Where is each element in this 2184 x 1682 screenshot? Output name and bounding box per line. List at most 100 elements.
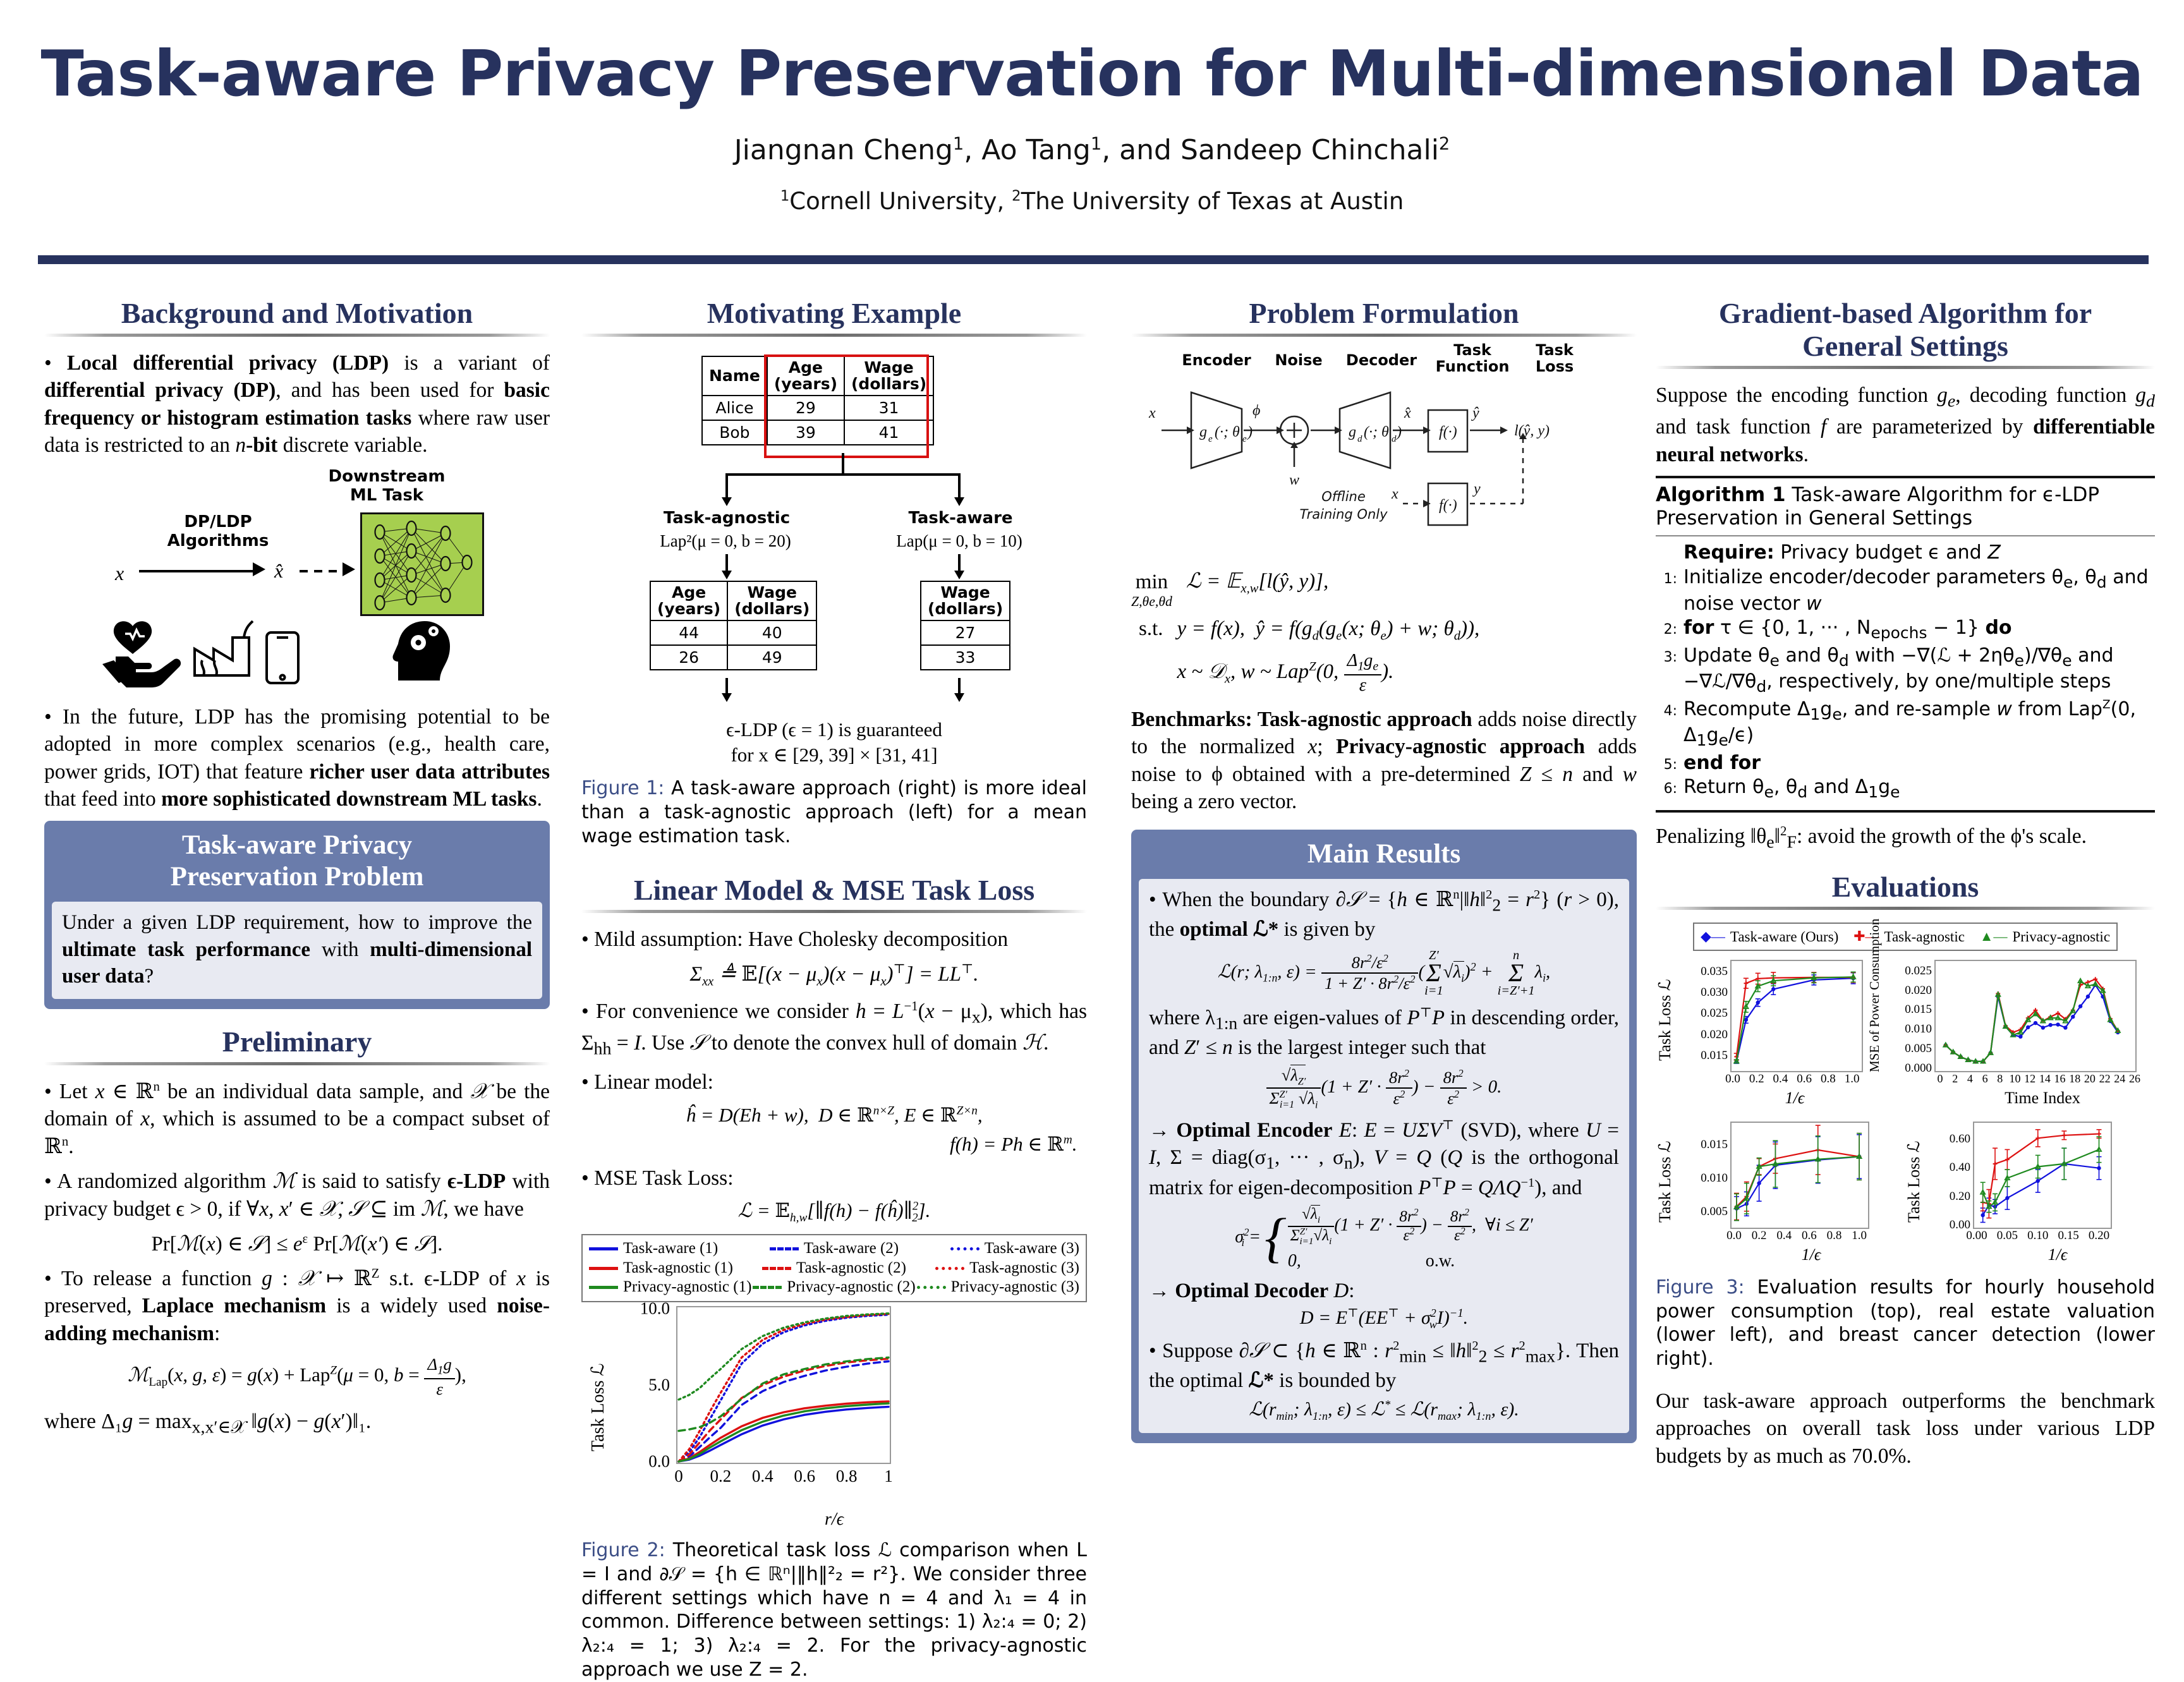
- xtick: 0.8: [1820, 1072, 1836, 1086]
- ytick: 5.0: [648, 1375, 670, 1395]
- svg-text:f(·): f(·): [1439, 424, 1457, 440]
- min-subscript: Z,θe,θd: [1131, 593, 1172, 609]
- chart2-xticks: 0 2 4 6 8 10 12 14 16 18 20 22 24 26: [1936, 1072, 2141, 1089]
- svg-text:g: g: [1199, 424, 1207, 440]
- section-title-linear-model: Linear Model & MSE Task Loss: [633, 873, 1035, 906]
- prelim-bullet-3: • To release a function g : 𝒳 ↦ ℝZ s.t. …: [44, 1266, 550, 1345]
- xtick: 0.0: [1725, 1072, 1740, 1086]
- figure-2-chart: Task-aware (1) Task-aware (2) Task-aware…: [581, 1234, 1087, 1530]
- ytick: 0.005: [1701, 1204, 1728, 1218]
- chart-real-estate: Task Loss ℒ 0.005 0.010 0.015 0.0 0.2 0.4 0.6…: [1656, 1121, 1896, 1264]
- x-input-symbol: x: [115, 561, 124, 584]
- xtick: 0.0: [1726, 1228, 1742, 1242]
- branch-left: [725, 473, 728, 499]
- arrowhead-down-left: [722, 497, 732, 506]
- svg-text:x: x: [1148, 405, 1156, 421]
- chart2-xlabel: Time Index: [2005, 1088, 2080, 1107]
- ytick: 0.025: [1701, 1007, 1728, 1020]
- results-equation-3: σ2i = { √λi ΣZ′i=1√λi (1 + Z′ · 8r2 ε2 )…: [1235, 1204, 1533, 1271]
- head-with-gears-icon: [392, 620, 450, 681]
- column-problem-formulation: Problem Formulation Encoder Noise Decode…: [1131, 297, 1637, 1460]
- legend-item: Task-aware (1): [589, 1239, 718, 1259]
- xtick: 6: [1982, 1072, 1988, 1085]
- svg-text:f(·): f(·): [1439, 497, 1457, 514]
- chart-breast-cancer: Task Loss ℒ 0.00 0.20 0.40 0.60 0.00 0.05 0.1…: [1905, 1121, 2145, 1264]
- optimization-problem: min Z,θe,θd ℒ = 𝔼x,w[l(ŷ, y)],: [1131, 568, 1637, 610]
- results-equation-4: D = E⊤(EE⊤ + σ2wI)−1.: [1299, 1306, 1469, 1331]
- task-agnostic-label: Task-agnostic: [663, 508, 791, 528]
- xtick: 0.2: [1749, 1072, 1764, 1086]
- conclusion-paragraph: Our task-aware approach outperforms the …: [1656, 1389, 2155, 1468]
- pipeline-label-decoder: Decoder: [1345, 351, 1417, 369]
- xtick: 8: [1997, 1072, 2003, 1085]
- xtick: 0.20: [2088, 1228, 2110, 1242]
- algorithm-step: 1: Initialize encoder/decoder parameters …: [1663, 566, 2149, 615]
- algorithm-step: 4: Recompute Δ1ge, and re-sample w from L…: [1663, 698, 2136, 750]
- heart-in-hand-icon: [102, 620, 181, 687]
- ytick: 0.030: [1701, 986, 1728, 1000]
- xtick: 0.6: [1801, 1228, 1817, 1242]
- legend-row: Task-aware (1) Task-aware (2) Task-aware…: [589, 1239, 1079, 1259]
- xtick: 0.2: [710, 1466, 732, 1485]
- results-bullet-4: → Optimal Decoder D:: [1149, 1279, 1355, 1302]
- chart1-ylabel: Task Loss ℒ: [1656, 979, 1674, 1061]
- xtick: 10: [2009, 1072, 2021, 1085]
- svg-text:(·; θ: (·; θ: [1364, 424, 1389, 440]
- ytick: 0.0: [648, 1451, 670, 1471]
- svg-text:d: d: [1392, 434, 1397, 444]
- svg-text:x: x: [1391, 486, 1398, 502]
- scenario-icons-row: [44, 615, 550, 697]
- legend-item: Task-agnostic (2): [762, 1259, 906, 1278]
- benchmarks-paragraph: Benchmarks: Task-agnostic approach adds …: [1131, 707, 1637, 814]
- optimization-constraints: s.t. y = f(x), ŷ = f(gd(ge(x; θe) + w; θ…: [1131, 617, 1637, 696]
- figure-3-bottom-row: Task Loss ℒ 0.005 0.010 0.015 0.0 0.2 0.4 0.6…: [1656, 1121, 2155, 1264]
- column-algorithm-evaluations: Gradient-based Algorithm for General Sett…: [1656, 297, 2155, 1478]
- lm-equation-4: ℒ = 𝔼h,w[∥f(h) − f(ĥ)∥22].: [737, 1199, 931, 1225]
- xtick: 18: [2069, 1072, 2081, 1085]
- svg-text:d: d: [1357, 434, 1362, 444]
- xtick: 0.8: [835, 1466, 858, 1485]
- algorithm-step: 6: Return θe, θd and Δ1ge: [1663, 776, 1900, 802]
- svg-text:Training Only: Training Only: [1299, 507, 1388, 522]
- legend-item: Privacy-agnostic (2): [753, 1278, 916, 1297]
- svg-text:y: y: [1472, 481, 1481, 497]
- arrowhead-right-2: [343, 562, 355, 576]
- results-bullet-1: • When the boundary ∂𝒮 = {h ∈ ℝn|‖h‖22 =…: [1149, 887, 1619, 941]
- chart3-xlabel: 1/ϵ: [1801, 1245, 1821, 1264]
- svg-text:w: w: [1289, 472, 1299, 488]
- ytick: 0.035: [1701, 964, 1728, 978]
- chart3-yticks: 0.005 0.010 0.015: [1675, 1122, 1730, 1229]
- xtick: 0: [1937, 1072, 1943, 1085]
- table-row: Bob 39 41: [701, 420, 935, 446]
- ytick: 0.020: [1905, 983, 1932, 997]
- main-results-title: Main Results: [1307, 838, 1461, 869]
- legend-row: Privacy-agnostic (1) Privacy-agnostic (2…: [589, 1278, 1079, 1297]
- section-title-background: Background and Motivation: [121, 297, 473, 329]
- ytick: 0.015: [1905, 1003, 1932, 1017]
- prelim-bullet-4: where Δ₁g = maxx,x′∈𝒳 ‖g(x) − g(x′)‖₁.: [44, 1409, 372, 1437]
- legend-row: Task-agnostic (1) Task-agnostic (2) Task…: [589, 1259, 1079, 1278]
- ytick: 0.20: [1949, 1189, 1970, 1203]
- arrowhead-right-2b: [954, 570, 964, 579]
- section-title-algorithm: Gradient-based Algorithm for General Sett…: [1718, 297, 2092, 362]
- lm-equation-3: f(h) = Ph ∈ ℝm.: [950, 1132, 1087, 1155]
- xtick: 14: [2039, 1072, 2051, 1085]
- th-age: Age (years): [766, 355, 846, 397]
- ytick: 0.015: [1701, 1138, 1728, 1152]
- chart2-plot: [1934, 959, 2137, 1072]
- ytick: 0.010: [1701, 1171, 1728, 1185]
- figure-3-caption: Figure 3: Evaluation results for hourly …: [1656, 1276, 2156, 1370]
- section-divider-2: [44, 1062, 550, 1065]
- task-aware-label: Task-aware: [908, 508, 1013, 528]
- section-divider: [44, 333, 550, 337]
- constraint-1: y = f(x), ŷ = f(gd(ge(x; θe) + w; θd)),: [1177, 617, 1480, 643]
- poster-root: Task-aware Privacy Preservation for Mult…: [38, 37, 2155, 1681]
- xhat-symbol: x̂: [274, 559, 284, 582]
- svg-text:): ): [1395, 424, 1402, 440]
- results-equation-1: ℒ(r; λ1:n, ε) = 8r2/ε2 1 + Z′ · 8r2/ε2 (…: [1217, 948, 1551, 998]
- xtick: 0.15: [2058, 1228, 2079, 1242]
- svg-text:ϕ: ϕ: [1253, 402, 1260, 419]
- section-title-motivating: Motivating Example: [707, 297, 962, 329]
- downstream-ml-task-label: Downstream ML Task: [328, 466, 446, 505]
- th-wage: Wage (dollars): [843, 355, 935, 397]
